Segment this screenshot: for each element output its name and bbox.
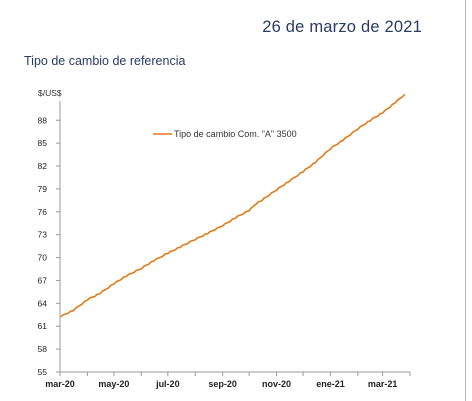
y-axis-ticks: 55 58 61 64 67 70 73 76 79 82 85 88	[38, 115, 60, 377]
y-tick-label: 85	[38, 138, 48, 148]
chart-title: Tipo de cambio de referencia	[24, 54, 186, 68]
y-tick-label: 58	[38, 344, 48, 354]
y-tick-label: 67	[38, 275, 48, 285]
y-tick-label: 55	[38, 367, 48, 377]
y-tick-label: 79	[38, 184, 48, 194]
y-tick-label: 73	[38, 230, 48, 240]
frame-border	[465, 0, 466, 401]
x-tick-label: mar-20	[45, 379, 75, 389]
x-tick-label: jul-20	[155, 379, 180, 389]
y-tick-label: 61	[38, 321, 48, 331]
y-tick-label: 88	[38, 115, 48, 125]
x-axis-ticks: mar-20 may-20 jul-20 sep-20 nov-20 ene-21 mar-…	[45, 372, 411, 389]
chart-axes	[59, 101, 410, 373]
y-tick-label: 82	[38, 161, 48, 171]
x-tick-label: mar-21	[368, 379, 398, 389]
legend-label: Tipo de cambio Com. "A" 3500	[174, 129, 297, 139]
x-tick-label: may-20	[98, 379, 129, 389]
legend: Tipo de cambio Com. "A" 3500	[153, 129, 297, 139]
x-tick-label: nov-20	[262, 379, 291, 389]
x-tick-label: sep-20	[208, 379, 237, 389]
y-unit-label: $/US$	[38, 88, 62, 98]
series-line	[60, 93, 406, 318]
y-tick-label: 76	[38, 207, 48, 217]
series-layer	[60, 93, 406, 318]
x-tick-label: ene-21	[316, 379, 345, 389]
y-tick-label: 70	[38, 253, 48, 263]
y-tick-label: 64	[38, 298, 48, 308]
report-date: 26 de marzo de 2021	[262, 18, 422, 36]
